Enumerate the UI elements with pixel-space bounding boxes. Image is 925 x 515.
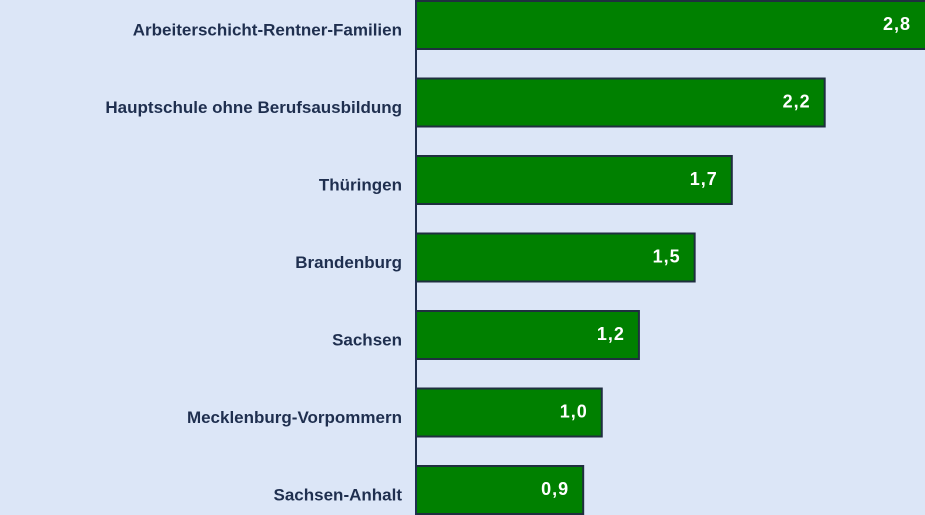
category-label: Sachsen-Anhalt: [274, 485, 403, 504]
bar: [415, 0, 925, 50]
value-label: 1,5: [653, 246, 681, 266]
value-label: 1,0: [560, 401, 588, 421]
bar: [415, 387, 603, 438]
category-label: Sachsen: [332, 330, 402, 349]
value-label: 2,2: [783, 91, 811, 111]
bar: [415, 155, 733, 205]
bar: [415, 310, 640, 360]
value-label: 2,8: [883, 14, 911, 34]
category-label: Mecklenburg-Vorpommern: [187, 408, 402, 427]
bar: [415, 77, 826, 128]
value-label: 1,7: [690, 169, 718, 189]
bar: [415, 232, 696, 283]
category-label: Hauptschule ohne Berufsausbildung: [105, 98, 402, 117]
category-label: Arbeiterschicht-Rentner-Familien: [133, 20, 402, 39]
value-label: 0,9: [541, 479, 569, 499]
category-label: Brandenburg: [295, 253, 402, 272]
category-label: Thüringen: [319, 175, 402, 194]
bar: [415, 465, 585, 515]
value-label: 1,2: [597, 324, 625, 344]
plot-area: 2,8 2,2 1,7 1,5 1,2 1,0 0,9: [415, 0, 925, 515]
